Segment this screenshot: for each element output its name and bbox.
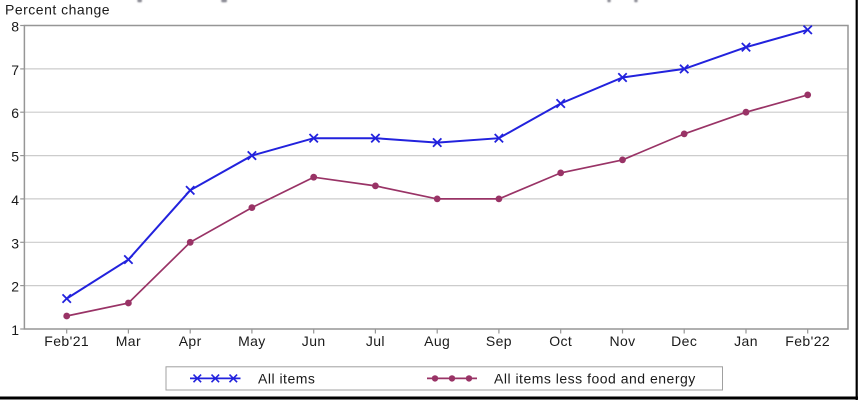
svg-text:3: 3 [11,235,19,251]
svg-text:May: May [238,333,266,349]
svg-text:Jul: Jul [366,333,385,349]
svg-text:Apr: Apr [179,333,202,349]
svg-text:Aug: Aug [424,333,450,349]
svg-text:Jan: Jan [734,333,758,349]
svg-text:Nov: Nov [609,333,635,349]
svg-text:5: 5 [11,149,19,165]
svg-text:All items less food and energy: All items less food and energy [494,371,696,387]
svg-text:Dec: Dec [671,333,697,349]
svg-text:8: 8 [11,19,19,35]
svg-text:All items: All items [258,371,315,387]
svg-text:Percent change: Percent change [5,2,110,18]
svg-text:Mar: Mar [116,333,141,349]
svg-text:7: 7 [11,62,19,78]
svg-text:Oct: Oct [549,333,572,349]
svg-text:1: 1 [11,322,19,338]
svg-text:2: 2 [11,279,19,295]
svg-text:Feb'21: Feb'21 [44,333,89,349]
svg-text:Sep: Sep [486,333,512,349]
svg-text:4: 4 [11,192,19,208]
svg-text:Feb'22: Feb'22 [785,333,830,349]
svg-text:6: 6 [11,105,19,121]
svg-text:Jun: Jun [302,333,326,349]
